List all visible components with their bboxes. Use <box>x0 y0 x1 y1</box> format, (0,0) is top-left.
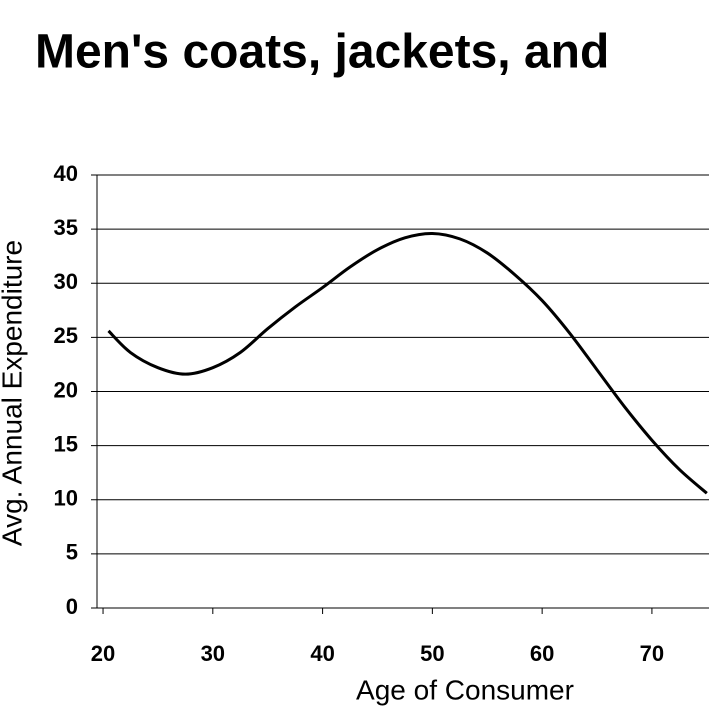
y-tick-label: 0 <box>66 594 78 619</box>
y-tick-label: 40 <box>54 161 78 186</box>
data-line <box>107 231 708 495</box>
x-tick-label: 60 <box>530 641 554 666</box>
y-axis-label: Avg. Annual Expenditure <box>0 240 27 546</box>
y-tick-label: 15 <box>54 431 78 456</box>
x-tick-label: 40 <box>310 641 334 666</box>
x-tick-label: 20 <box>91 641 115 666</box>
y-tick-label: 30 <box>54 269 78 294</box>
y-tick-label: 5 <box>66 540 78 565</box>
x-tick-label: 30 <box>201 641 225 666</box>
y-tick-label: 10 <box>54 486 78 511</box>
x-tick-label: 50 <box>420 641 444 666</box>
y-tick-label: 20 <box>54 377 78 402</box>
y-tick-label: 25 <box>54 323 78 348</box>
x-axis-label: Age of Consumer <box>356 674 574 705</box>
x-tick-label: 70 <box>640 641 664 666</box>
chart-title: Men's coats, jackets, and <box>35 26 609 79</box>
y-tick-label: 35 <box>54 215 78 240</box>
